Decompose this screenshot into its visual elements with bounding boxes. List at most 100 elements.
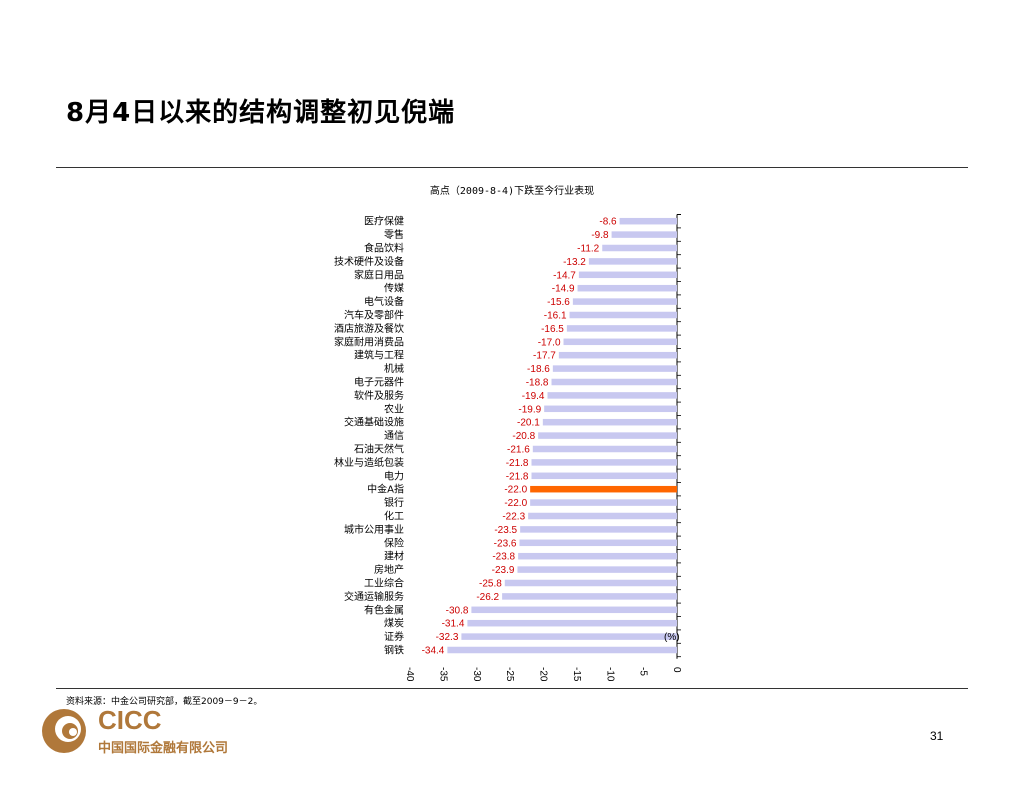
category-label: 城市公用事业: [344, 523, 404, 536]
category-label: 石油天然气: [354, 443, 404, 456]
category-label: 房地产: [374, 563, 404, 576]
category-label: 建材: [384, 550, 404, 563]
bar: [551, 378, 677, 386]
data-label: -20.1: [517, 418, 540, 429]
bar: [577, 284, 677, 292]
unit-label: (%): [664, 632, 680, 643]
data-label: -19.4: [522, 391, 545, 402]
data-label: -21.8: [506, 471, 529, 482]
bar: [547, 392, 677, 399]
category-label: 有色金属: [364, 603, 404, 616]
title-divider: [56, 167, 968, 168]
bar: [611, 231, 677, 238]
category-label: 医疗保健: [364, 215, 404, 228]
data-label: -14.7: [553, 270, 576, 281]
data-label: -18.6: [527, 364, 550, 375]
data-label: -16.5: [541, 324, 564, 335]
category-label: 建筑与工程: [354, 349, 404, 362]
bar: [588, 258, 677, 265]
data-label: -17.0: [538, 337, 561, 348]
x-tick-label: -10: [604, 667, 615, 682]
category-label: 农业: [384, 402, 404, 415]
category-label: 银行: [384, 496, 404, 509]
bar: [532, 445, 677, 453]
source-note: 资料来源：中金公司研究部，截至2009－9－2。: [66, 697, 263, 707]
category-label: 家庭日用品: [354, 268, 404, 281]
x-tick-label: -25: [504, 667, 515, 682]
bar: [519, 539, 677, 547]
category-label: 工业综合: [364, 577, 404, 590]
category-label: 钢铁: [384, 644, 404, 657]
category-label: 酒店旅游及餐饮: [334, 322, 404, 335]
data-label: -20.8: [512, 431, 535, 442]
bar: [502, 593, 677, 600]
data-label: -25.8: [479, 579, 502, 590]
bar: [578, 271, 677, 279]
x-tick-label: -15: [571, 667, 582, 682]
x-tick-label: -20: [538, 667, 549, 682]
category-label: 零售: [384, 228, 404, 241]
bar: [461, 633, 677, 640]
category-label: 煤炭: [384, 617, 404, 630]
data-label: -9.8: [591, 230, 609, 241]
data-label: -34.4: [422, 646, 445, 657]
bar: [619, 217, 677, 225]
data-label: -26.2: [476, 592, 499, 603]
chart-title: 高点（2009-8-4)下跌至今行业表现: [429, 186, 595, 197]
data-label: -17.7: [533, 351, 556, 362]
category-label: 证券: [384, 630, 404, 643]
bar: [504, 579, 677, 587]
data-label: -18.8: [526, 378, 549, 389]
category-label: 化工: [384, 510, 404, 523]
bar: [544, 405, 677, 413]
bar: [538, 432, 677, 439]
highlight-bar: [530, 485, 677, 493]
data-label: -11.2: [577, 244, 599, 255]
category-label: 软件及服务: [354, 389, 404, 402]
data-label: -23.6: [494, 538, 517, 549]
data-label: -16.1: [544, 311, 567, 322]
x-tick-label: -5: [638, 667, 649, 676]
data-label: -13.2: [563, 257, 586, 268]
category-label: 林业与造纸包装: [334, 456, 404, 469]
data-label: -22.0: [504, 498, 527, 509]
category-label: 技术硬件及设备: [334, 255, 404, 268]
data-label: -8.6: [599, 217, 617, 228]
data-label: -23.5: [494, 525, 517, 536]
category-label: 保险: [384, 536, 404, 549]
cicc-logo-icon: [42, 709, 86, 753]
data-label: -23.9: [492, 565, 515, 576]
bar: [602, 244, 677, 252]
bar: [572, 298, 677, 305]
category-label: 家庭耐用消费品: [334, 335, 404, 348]
data-label: -32.3: [436, 632, 459, 643]
bar: [558, 351, 677, 359]
logo-text: CICC: [98, 705, 162, 735]
page-number: 31: [930, 729, 944, 743]
data-label: -21.8: [506, 458, 529, 469]
bar: [517, 566, 677, 573]
slide-title: 8月4日以来的结构调整初见倪端: [66, 98, 456, 128]
bar: [563, 338, 677, 346]
category-label: 交通基础设施: [344, 416, 404, 429]
bar: [520, 526, 677, 533]
data-label: -15.6: [547, 297, 570, 308]
category-label: 电力: [384, 469, 404, 482]
bar: [518, 552, 677, 560]
bar: [552, 365, 677, 372]
data-label: -19.9: [518, 404, 541, 415]
category-label: 通信: [384, 430, 404, 442]
category-label: 汽车及零部件: [344, 309, 404, 322]
bar: [531, 459, 677, 466]
x-tick-label: -30: [471, 667, 482, 682]
category-label: 传媒: [384, 283, 404, 295]
bar: [467, 619, 677, 627]
bar: [531, 472, 677, 480]
data-label: -31.4: [442, 619, 465, 630]
category-label: 交通运输服务: [344, 590, 404, 603]
data-label: -14.9: [552, 284, 575, 295]
bar: [471, 606, 677, 614]
category-label: 食品饮料: [364, 242, 404, 255]
x-tick-label: -40: [404, 667, 415, 682]
x-tick-label: -35: [437, 667, 448, 682]
